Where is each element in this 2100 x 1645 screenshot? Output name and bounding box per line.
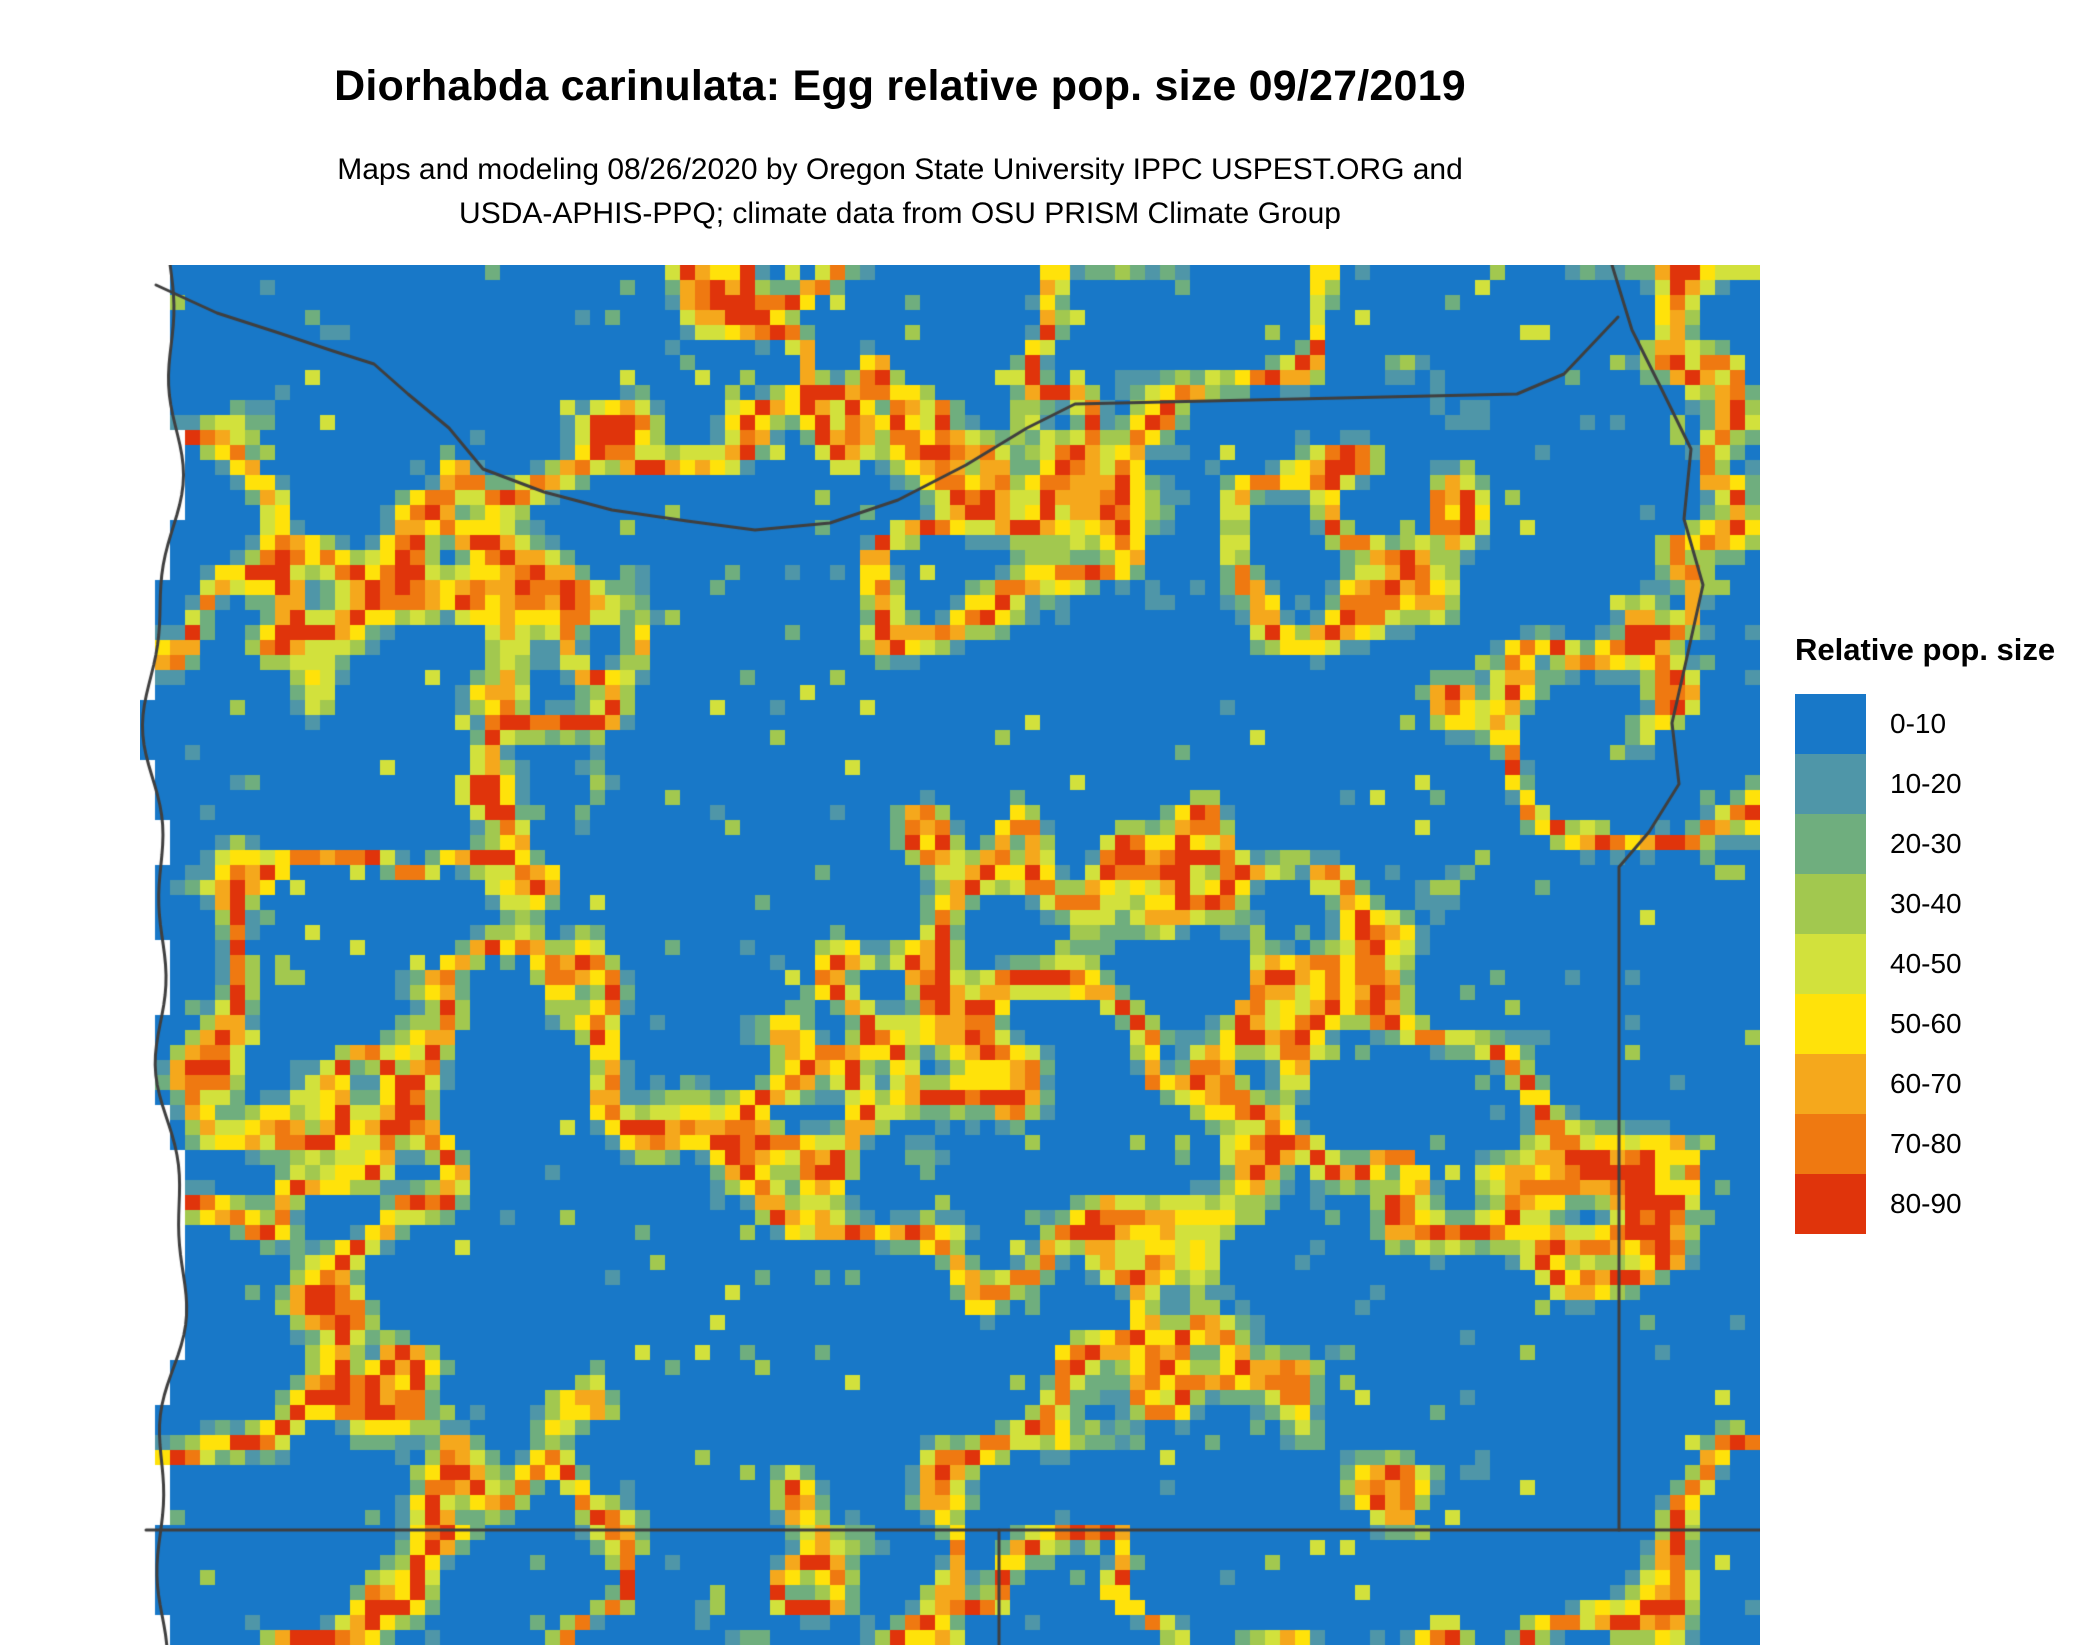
map-subtitle-line1: Maps and modeling 08/26/2020 by Oregon S… (337, 153, 1463, 186)
legend-label: 80-90 (1890, 1188, 1962, 1219)
legend-swatch (1795, 754, 1866, 814)
legend-swatch (1795, 1114, 1866, 1174)
legend-label: 60-70 (1890, 1068, 1962, 1099)
legend-label: 30-40 (1890, 888, 1962, 919)
legend-label: 40-50 (1890, 948, 1962, 979)
legend-entry: 0-10 (1795, 694, 2055, 754)
legend-entry: 60-70 (1795, 1054, 2055, 1114)
legend-label: 20-30 (1890, 828, 1962, 859)
legend-swatch (1795, 1174, 1866, 1234)
oregon-map-canvas (140, 265, 1760, 1645)
legend-swatch (1795, 934, 1866, 994)
legend-entry: 30-40 (1795, 874, 2055, 934)
legend-entry: 10-20 (1795, 754, 2055, 814)
legend-entry: 20-30 (1795, 814, 2055, 874)
legend-entry: 80-90 (1795, 1174, 2055, 1234)
legend-swatch (1795, 1054, 1866, 1114)
map-subtitle: Maps and modeling 08/26/2020 by Oregon S… (140, 148, 1660, 235)
legend-label: 70-80 (1890, 1128, 1962, 1159)
page-title: Diorhabda carinulata: Egg relative pop. … (334, 62, 1466, 110)
map-subtitle-line2: USDA-APHIS-PPQ; climate data from OSU PR… (459, 196, 1341, 230)
legend-swatch (1795, 994, 1866, 1054)
legend: Relative pop. size 0-10 10-20 20-30 30-40 40… (1795, 632, 2055, 1234)
legend-entries: 0-10 10-20 20-30 30-40 40-50 50-60 60-70 70-80 8… (1795, 694, 2055, 1234)
legend-label: 10-20 (1890, 768, 1962, 799)
legend-label: 50-60 (1890, 1008, 1962, 1039)
legend-swatch (1795, 694, 1866, 754)
legend-title: Relative pop. size (1795, 632, 2056, 667)
legend-entry: 40-50 (1795, 934, 2055, 994)
legend-label: 0-10 (1890, 708, 1947, 739)
legend-entry: 70-80 (1795, 1114, 2055, 1174)
legend-swatch (1795, 814, 1866, 874)
legend-swatch (1795, 874, 1866, 934)
legend-entry: 50-60 (1795, 994, 2055, 1054)
